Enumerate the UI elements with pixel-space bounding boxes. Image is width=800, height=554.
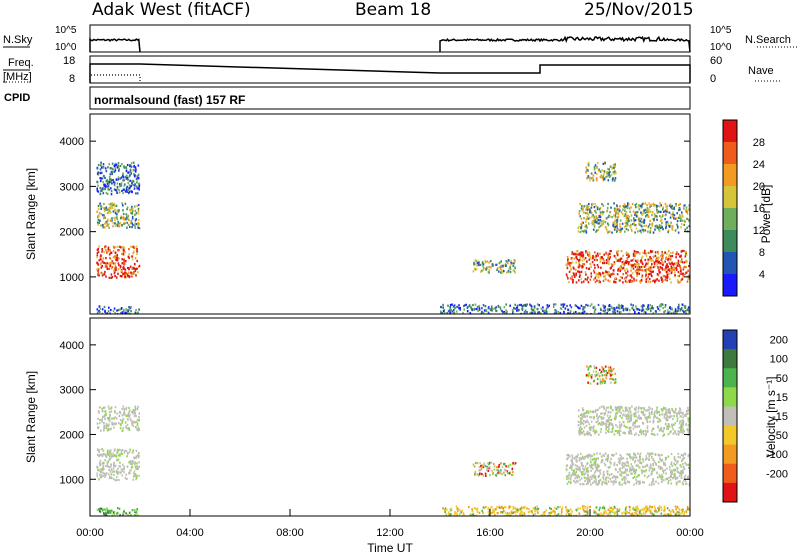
power-ytick-label-3000: 3000 (60, 181, 84, 193)
power-echo-region-3 (96, 161, 141, 196)
cpid-label: CPID (4, 92, 30, 104)
velocity-colorbar-bin-0 (723, 330, 737, 350)
power-colorbar-tick-1: 8 (759, 247, 765, 259)
noise-panel: N.Sky 10^5 10^0 10^5 10^0 N.Search (3, 24, 797, 53)
power-ytick-label-1000: 1000 (60, 272, 84, 284)
power-colorbar-tick-4: 20 (753, 181, 765, 193)
beam-title: Beam 18 (355, 0, 432, 20)
velocity-ytick-label-3000: 3000 (60, 385, 84, 397)
power-colorbar-bin-0 (723, 120, 737, 143)
velocity-colorbar-tick-6: -100 (766, 449, 788, 461)
power-colorbar-bin-7 (723, 274, 737, 297)
frequency-panel: Freq. [MHz] 18 8 60 0 Nave (3, 55, 780, 85)
power-colorbar-label: Power [dB] (759, 185, 773, 244)
power-ylabel: Slant Range [km] (24, 168, 38, 260)
power-echo-region-2 (96, 202, 141, 230)
velocity-colorbar-bin-4 (723, 406, 737, 427)
noise-segment-early (89, 37, 141, 53)
velocity-ytick-label-2000: 2000 (60, 429, 84, 441)
power-echo-region-4 (440, 303, 690, 314)
velocity-colorbar-bin-6 (723, 444, 737, 465)
velocity-colorbar-bin-2 (723, 368, 737, 388)
freq-left-tick-bottom: 8 (69, 73, 75, 85)
velocity-colorbar-frame (722, 329, 738, 503)
cpid-panel: CPID normalsound (fast) 157 RF (4, 86, 691, 110)
velocity-colorbar-bin-8 (723, 482, 737, 503)
power-panel: 1000 2000 3000 4000 Slant Range [km] 4 8 12 16… (24, 113, 773, 315)
velocity-ytick-label-4000: 4000 (60, 340, 84, 352)
noise-left-label: N.Sky (3, 34, 33, 46)
velocity-colorbar-tick-0: 200 (770, 335, 788, 347)
noise-right-tick-bottom: 10^0 (710, 42, 732, 53)
velocity-echo-region-1 (96, 447, 140, 482)
velocity-colorbar-bin-3 (723, 387, 737, 407)
power-colorbar-bin-5 (723, 230, 737, 253)
velocity-colorbar-tick-2: 50 (776, 373, 788, 385)
power-echo-region-5 (472, 259, 516, 274)
velocity-ylabel: Slant Range [km] (24, 371, 38, 463)
power-echo-region-6 (565, 249, 690, 284)
x-tick-label-6: 00:00 (676, 527, 704, 539)
power-colorbar-bin-3 (723, 186, 737, 209)
velocity-echo-region-2 (96, 405, 141, 432)
velocity-colorbar-bin-7 (723, 463, 737, 484)
x-tick-label-4: 16:00 (476, 527, 504, 539)
freq-left-unit: [MHz] (3, 71, 32, 83)
power-colorbar-tick-0: 4 (759, 269, 765, 281)
power-echo-region-7 (577, 202, 690, 234)
freq-series-nave (89, 74, 141, 83)
noise-left-tick-top: 10^5 (55, 25, 77, 36)
power-colorbar-tick-2: 12 (753, 225, 765, 237)
velocity-echo-region-4 (472, 461, 517, 477)
velocity-colorbar-tick-5: -50 (772, 430, 788, 442)
freq-left-label: Freq. (8, 57, 34, 69)
velocity-colorbar-label: Velocity [m s⁻¹] (764, 376, 778, 457)
power-colorbar-tick-3: 16 (753, 203, 765, 215)
date-title: 25/Nov/2015 (584, 0, 694, 20)
noise-right-tick-top: 10^5 (710, 25, 732, 36)
power-colorbar-bin-4 (723, 208, 737, 231)
freq-left-tick-top: 18 (63, 55, 75, 67)
power-colorbar-frame (722, 119, 738, 297)
freq-right-label: Nave (748, 65, 774, 77)
power-colorbar-bin-1 (723, 142, 737, 165)
velocity-colorbar-bin-5 (723, 425, 737, 446)
power-colorbar-tick-5: 24 (753, 159, 765, 171)
x-tick-label-5: 20:00 (576, 527, 604, 539)
power-ytick-label-4000: 4000 (60, 136, 84, 148)
power-colorbar-bin-6 (723, 252, 737, 275)
velocity-colorbar-tick-1: 100 (770, 354, 788, 366)
power-ytick-label-2000: 2000 (60, 227, 84, 239)
cpid-text: normalsound (fast) 157 RF (94, 93, 245, 107)
power-colorbar-bin-2 (723, 164, 737, 187)
noise-segment-late (439, 35, 691, 53)
power-colorbar-tick-6: 28 (753, 137, 765, 149)
x-tick-label-1: 04:00 (176, 527, 204, 539)
velocity-ytick-label-1000: 1000 (60, 474, 84, 486)
x-axis-label: Time UT (367, 541, 413, 554)
velocity-panel: 1000 2000 3000 4000 00:00 04:00 08:00 12:00 16:… (24, 317, 788, 554)
x-tick-label-0: 00:00 (76, 527, 104, 539)
power-echo-region-8 (585, 161, 617, 182)
power-echo-region-1 (96, 245, 141, 279)
freq-right-tick-top: 60 (710, 55, 722, 67)
velocity-colorbar-tick-3: 15 (776, 392, 788, 404)
freq-right-tick-bottom: 0 (710, 73, 716, 85)
velocity-colorbar-tick-7: -200 (766, 468, 788, 480)
freq-series-freq (89, 63, 691, 83)
velocity-echo-region-7 (585, 365, 617, 385)
velocity-echo-region-5 (565, 452, 690, 486)
x-tick-label-2: 08:00 (276, 527, 304, 539)
x-tick-label-3: 12:00 (376, 527, 404, 539)
station-title: Adak West (fitACF) (92, 0, 251, 20)
velocity-colorbar-bin-1 (723, 349, 737, 369)
noise-left-tick-bottom: 10^0 (55, 42, 77, 53)
velocity-echo-region-6 (577, 405, 690, 437)
noise-right-label: N.Search (745, 34, 791, 46)
velocity-colorbar-tick-4: -15 (772, 411, 788, 423)
